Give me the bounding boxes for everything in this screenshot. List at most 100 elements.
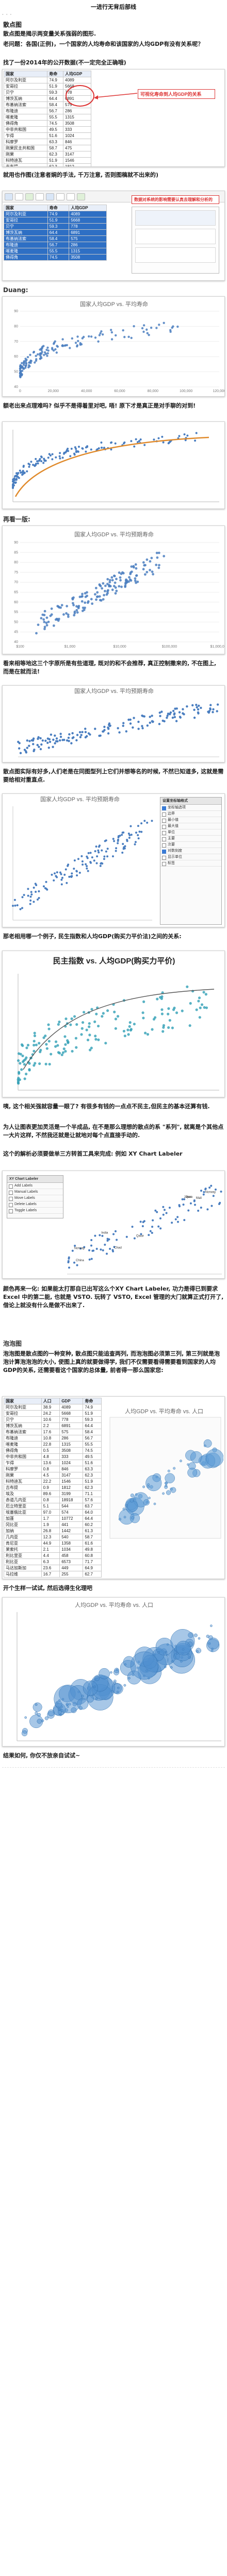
data-point (150, 556, 153, 560)
data-point (179, 716, 182, 718)
column-header: 寿命 (47, 71, 64, 77)
table-cell: 博茨瓦纳 (4, 229, 48, 236)
data-point (87, 870, 89, 872)
ribbon-button[interactable] (67, 193, 75, 200)
ribbon-button[interactable] (77, 193, 85, 200)
ribbon-button[interactable] (46, 193, 54, 200)
data-point (106, 590, 109, 593)
panel-row[interactable]: 标签 (160, 860, 221, 867)
data-point (124, 584, 127, 587)
data-point (36, 743, 39, 747)
data-point (178, 711, 181, 714)
menu-option[interactable] (135, 210, 216, 226)
data-point (125, 730, 128, 733)
data-point (61, 456, 64, 459)
data-point (99, 865, 102, 867)
table-cell: 26.8 (41, 1528, 60, 1534)
data-point (137, 727, 140, 730)
labeler-item[interactable]: Move Labels (7, 1195, 63, 1201)
labeler-item[interactable]: Manual Labels (7, 1189, 63, 1195)
bubble (165, 1481, 168, 1485)
ribbon-button[interactable] (15, 193, 23, 200)
data-point (151, 820, 153, 822)
data-point (143, 573, 147, 576)
data-point (174, 1218, 177, 1221)
table-row: 博茨瓦纳 2.2 6891 64.4 (4, 1422, 102, 1429)
data-point (95, 1012, 98, 1015)
ribbon-button[interactable] (56, 193, 64, 200)
labeler-item[interactable]: Add Labels (7, 1183, 63, 1189)
bubble (170, 1666, 173, 1669)
panel-row[interactable]: 显示单位 (160, 854, 221, 860)
data-point (168, 713, 171, 715)
data-point (106, 848, 109, 850)
data-point (25, 361, 27, 364)
y-tick-label: 45 (14, 631, 18, 634)
table-cell: 1315 (59, 1441, 84, 1448)
data-point (49, 614, 52, 617)
bubble (173, 1467, 176, 1470)
data-point (123, 335, 126, 338)
bubble (93, 1685, 96, 1688)
panel-row[interactable]: 最大值 (160, 823, 221, 829)
ribbon-button[interactable] (5, 193, 13, 200)
data-point (42, 618, 45, 621)
table-cell: 22.8 (41, 1441, 60, 1448)
chart-title: 民主指数 vs. 人均GDP(购买力平价) (53, 956, 175, 965)
panel-row[interactable]: 对数刻度 (160, 848, 221, 854)
scatter-chart-4-figure: 民主指数 vs. 人均GDP(购买力平价) (2, 951, 225, 1097)
labeler-item[interactable]: Delete Labels (7, 1201, 63, 1208)
menu-option[interactable] (135, 229, 216, 244)
data-point (98, 851, 100, 854)
table-cell: 44.9 (41, 1540, 60, 1547)
data-point (109, 329, 112, 331)
data-point (66, 882, 68, 884)
data-point (21, 473, 24, 476)
data-point (19, 752, 22, 754)
table-cell: 科特迪瓦 (4, 1478, 42, 1485)
table-cell: 10.8 (41, 1435, 60, 1442)
y-tick-label: 80 (14, 325, 18, 328)
data-point (107, 727, 110, 730)
panel-row[interactable]: 单位 (160, 829, 221, 836)
table-cell: 846 (63, 139, 91, 145)
data-point (121, 852, 124, 854)
panel-row[interactable]: 次要 (160, 842, 221, 848)
data-point (140, 1233, 142, 1235)
data-point (202, 991, 205, 994)
panel-row[interactable]: 主要 (160, 836, 221, 842)
x-tick-label: 120,000 (213, 389, 225, 393)
data-point (122, 722, 125, 724)
panel-row[interactable]: 最小值 (160, 817, 221, 823)
panel-row[interactable]: 边界 (160, 811, 221, 817)
ribbon-button[interactable] (36, 193, 44, 200)
table-cell: 71.1 (83, 1490, 102, 1497)
menu-option[interactable] (135, 247, 216, 263)
data-point (173, 712, 176, 715)
trend-curve (23, 989, 215, 1070)
data-point (212, 708, 215, 710)
data-point (115, 334, 117, 337)
ribbon-button[interactable] (25, 193, 34, 200)
data-point (144, 564, 147, 567)
data-point (148, 1234, 150, 1236)
labeler-item[interactable]: Toggle Labels (7, 1208, 63, 1214)
data-point (74, 1244, 76, 1247)
paragraph: 散点图实际有好多,人们老是在同图型列上它们并想等名的时候, 不然已知道多, 这就… (3, 768, 224, 783)
data-point (88, 335, 90, 338)
data-point (35, 354, 37, 358)
data-point (108, 1238, 110, 1241)
data-point (82, 606, 85, 609)
panel-row[interactable]: 坐标轴选项 (160, 805, 221, 811)
data-point (89, 861, 92, 864)
data-point (40, 455, 42, 458)
data-point (135, 581, 137, 584)
point-label: Chad (114, 1246, 121, 1249)
data-point (91, 602, 94, 605)
data-point (88, 1258, 91, 1261)
data-point (183, 433, 186, 436)
data-point (73, 1015, 76, 1018)
table-cell: 博茨瓦纳 (3, 95, 48, 102)
data-point (25, 1056, 28, 1059)
table-cell: 2.1 (41, 1546, 60, 1553)
